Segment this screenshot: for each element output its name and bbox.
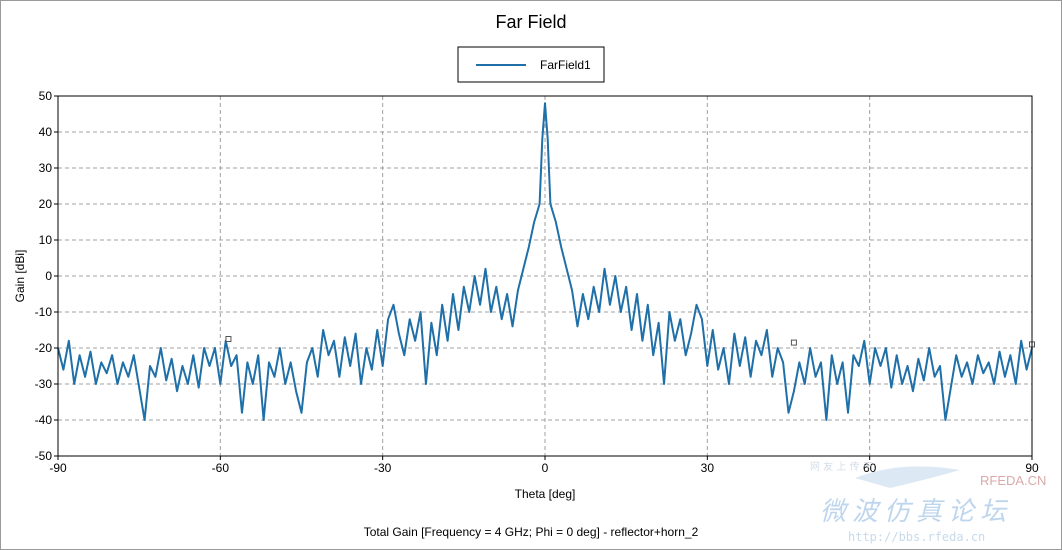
data-marker: [225, 336, 232, 342]
watermark-bird-icon: [855, 466, 960, 488]
legend-label-farfield1: FarField1: [540, 58, 591, 72]
y-tick-label: -40: [35, 413, 53, 427]
x-tick-label: 90: [1025, 461, 1039, 475]
y-tick-label: -30: [35, 377, 53, 391]
y-tick-label: 40: [39, 125, 53, 139]
watermark-brand: RFEDA.CN: [980, 473, 1046, 488]
chart-footer-caption: Total Gain [Frequency = 4 GHz; Phi = 0 d…: [364, 525, 699, 539]
series-layer: [57, 102, 1033, 421]
y-tick-label: 50: [39, 89, 53, 103]
y-tick-label: -10: [35, 305, 53, 319]
watermark-url: http://bbs.rfeda.cn: [848, 530, 985, 544]
watermark-chinese-text: 微波仿真论坛: [820, 497, 1012, 527]
watermark: 网 友 上 传 于 RFEDA.CN 微波仿真论坛 http://bbs.rfe…: [810, 460, 1046, 544]
chart-title: Far Field: [495, 12, 566, 32]
watermark-small-text: 网 友 上 传 于: [810, 460, 873, 473]
y-tick-label: -20: [35, 341, 53, 355]
x-axis-title: Theta [deg]: [515, 487, 576, 501]
y-axis-ticks: 50 40 30 20 10 0 -10 -20 -30 -40 -50: [35, 89, 58, 463]
y-axis-title: Gain [dBi]: [13, 250, 27, 303]
y-tick-label: 30: [39, 161, 53, 175]
x-tick-label: -60: [212, 461, 230, 475]
y-tick-label: 0: [45, 269, 52, 283]
x-axis-ticks: -90 -60 -30 0 30 60 90: [49, 456, 1039, 475]
x-tick-label: 0: [542, 461, 549, 475]
y-tick-label: -50: [35, 449, 53, 463]
x-tick-label: -90: [49, 461, 67, 475]
data-marker: [790, 339, 797, 346]
grid: [58, 96, 1032, 456]
series-line-farfield1: [57, 102, 1033, 421]
y-tick-label: 10: [39, 233, 53, 247]
x-tick-label: 30: [701, 461, 715, 475]
legend: FarField1: [457, 46, 605, 83]
y-tick-label: 20: [39, 197, 53, 211]
x-tick-label: 60: [863, 461, 877, 475]
plot-border: [57, 95, 1033, 457]
x-tick-label: -30: [374, 461, 392, 475]
